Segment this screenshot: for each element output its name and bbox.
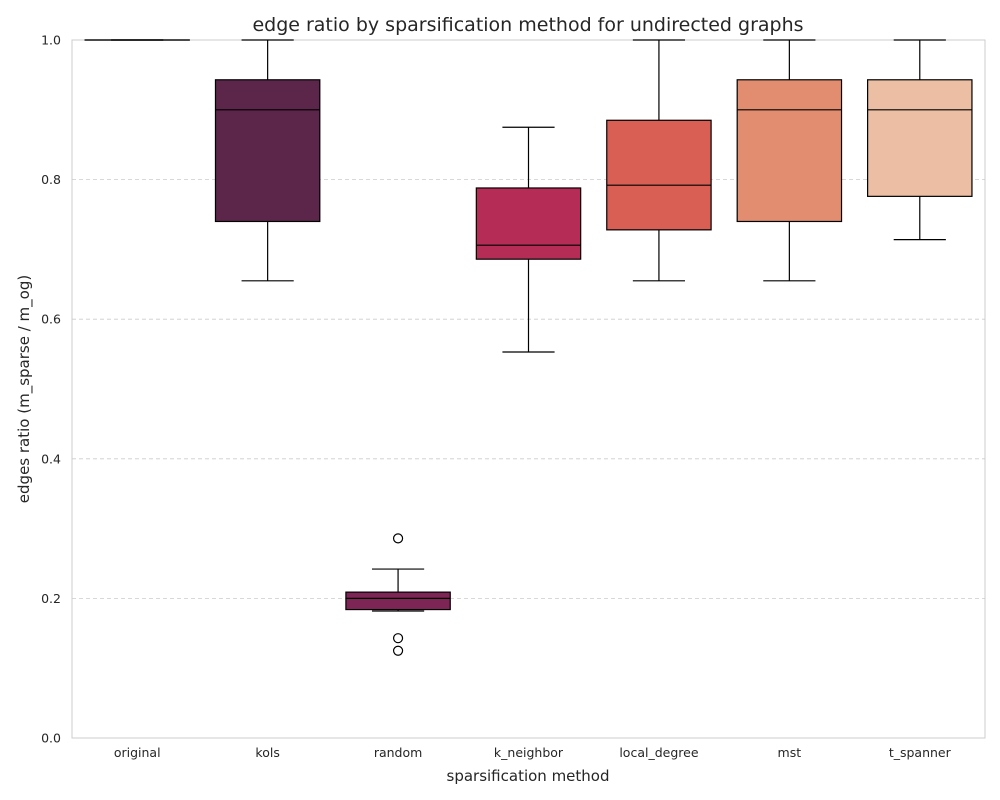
x-tick-label: original: [114, 745, 161, 760]
box-local_degree: [606, 39, 712, 282]
box-kols: [214, 39, 321, 282]
box-k_neighbor: [475, 126, 582, 353]
iqr-box: [867, 79, 973, 197]
box-t_spanner: [867, 39, 973, 241]
x-tick-label: random: [374, 745, 422, 760]
iqr-box: [606, 119, 712, 231]
chart-title: edge ratio by sparsification method for …: [252, 14, 803, 36]
iqr-box: [345, 591, 451, 611]
x-tick-label: t_spanner: [889, 745, 952, 760]
y-axis-label: edges ratio (m_sparse / m_og): [15, 275, 34, 503]
boxes-layer: [84, 39, 973, 656]
x-tick-label: local_degree: [619, 745, 698, 760]
x-axis-label: sparsification method: [447, 767, 610, 785]
y-tick-label: 1.0: [41, 33, 61, 48]
outlier-point: [392, 645, 404, 656]
y-tick-labels: 0.0 0.2 0.4 0.6 0.8 1.0: [41, 33, 61, 746]
outlier-point: [392, 633, 404, 644]
x-tick-label: kols: [255, 745, 279, 760]
y-tick-label: 0.0: [41, 731, 61, 746]
iqr-box: [475, 187, 582, 260]
iqr-box: [736, 79, 843, 223]
x-tick-label: mst: [778, 745, 802, 760]
y-tick-label: 0.2: [41, 591, 61, 606]
x-tick-label: k_neighbor: [494, 745, 564, 760]
x-tick-labels: original kols random k_neighbor local_degree…: [114, 745, 952, 760]
box-random: [345, 533, 451, 656]
y-tick-label: 0.4: [41, 451, 61, 466]
outlier-point: [392, 533, 404, 544]
plot-frame: [71, 39, 986, 739]
iqr-box: [214, 79, 321, 223]
y-tick-label: 0.6: [41, 312, 61, 327]
y-tick-label: 0.8: [41, 172, 61, 187]
box-mst: [736, 39, 843, 282]
